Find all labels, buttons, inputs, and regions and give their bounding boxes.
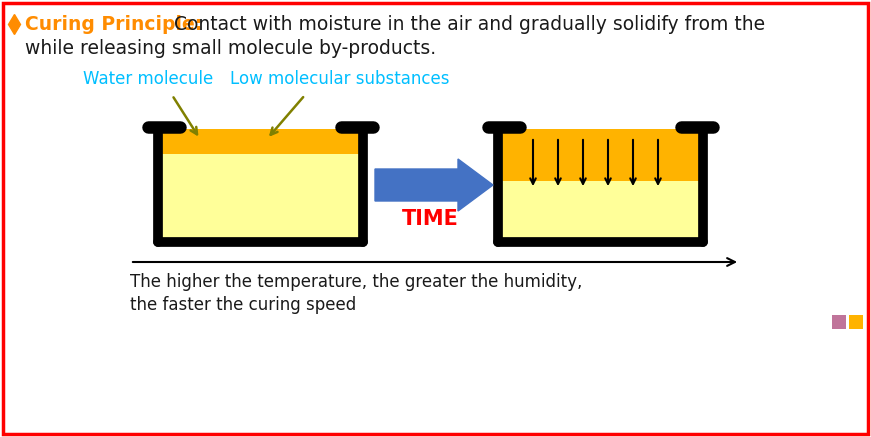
Text: the faster the curing speed: the faster the curing speed <box>130 296 356 314</box>
Bar <box>832 315 846 329</box>
Text: Low molecular substances: Low molecular substances <box>230 70 449 88</box>
Text: Water molecule: Water molecule <box>83 70 213 88</box>
Bar <box>162 129 359 154</box>
Text: Contact with moisture in the air and gradually solidify from the: Contact with moisture in the air and gra… <box>168 14 765 34</box>
Text: The higher the temperature, the greater the humidity,: The higher the temperature, the greater … <box>130 273 583 291</box>
Bar <box>162 154 359 238</box>
Text: TIME: TIME <box>402 209 458 229</box>
Bar <box>502 129 699 181</box>
FancyArrow shape <box>375 159 493 211</box>
Text: while releasing small molecule by-products.: while releasing small molecule by-produc… <box>25 39 436 59</box>
Bar <box>502 181 699 238</box>
Text: Curing Principle:: Curing Principle: <box>25 14 202 34</box>
Bar <box>849 315 863 329</box>
